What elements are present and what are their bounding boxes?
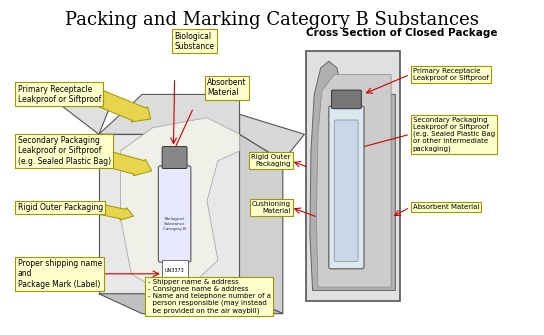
Text: Absorbent Material: Absorbent Material [413, 204, 479, 210]
FancyBboxPatch shape [331, 90, 361, 109]
Text: Biological
Substance: Biological Substance [175, 31, 214, 51]
FancyBboxPatch shape [334, 120, 358, 262]
Polygon shape [120, 118, 239, 287]
Text: Rigid Outer
Packaging: Rigid Outer Packaging [251, 154, 291, 168]
Text: - Shipper name & address
- Consignee name & address
- Name and telephone number : - Shipper name & address - Consignee nam… [147, 279, 270, 314]
Text: Cushioning
Material: Cushioning Material [252, 201, 291, 214]
FancyBboxPatch shape [162, 260, 188, 281]
Polygon shape [310, 61, 395, 290]
FancyBboxPatch shape [329, 106, 364, 269]
Polygon shape [317, 74, 391, 287]
Polygon shape [239, 134, 283, 314]
FancyBboxPatch shape [158, 166, 191, 262]
FancyBboxPatch shape [162, 147, 187, 169]
Polygon shape [99, 134, 239, 294]
FancyBboxPatch shape [306, 51, 400, 301]
Text: Absorbent
Material: Absorbent Material [207, 78, 246, 97]
Polygon shape [99, 94, 239, 134]
Polygon shape [239, 114, 305, 161]
Text: Primary Receptacle
Leakproof or Siftproof: Primary Receptacle Leakproof or Siftproo… [413, 68, 489, 81]
Text: Packing and Marking Category B Substances: Packing and Marking Category B Substance… [65, 11, 479, 29]
Text: Cross Section of Closed Package: Cross Section of Closed Package [306, 28, 498, 38]
FancyArrow shape [88, 203, 133, 220]
Text: Proper shipping name
and
Package Mark (Label): Proper shipping name and Package Mark (L… [17, 259, 102, 289]
FancyArrow shape [84, 88, 151, 122]
Text: Secondary Packaging
Leakproof or Siftproof
(e.g. Sealed Plastic Bag
or other int: Secondary Packaging Leakproof or Siftpro… [413, 117, 495, 152]
Polygon shape [99, 294, 283, 314]
Text: UN3373: UN3373 [165, 268, 184, 273]
Text: Secondary Packaging
Leakproof or Siftproof
(e.g. Sealed Plastic Bag): Secondary Packaging Leakproof or Siftpro… [17, 136, 111, 166]
Text: Rigid Outer Packaging: Rigid Outer Packaging [17, 203, 103, 212]
Text: Primary Receptacle
Leakproof or Siftproof: Primary Receptacle Leakproof or Siftproo… [17, 85, 101, 104]
Polygon shape [55, 101, 110, 134]
FancyArrow shape [86, 147, 152, 176]
Text: Biological
Substance
Category B: Biological Substance Category B [163, 217, 186, 230]
